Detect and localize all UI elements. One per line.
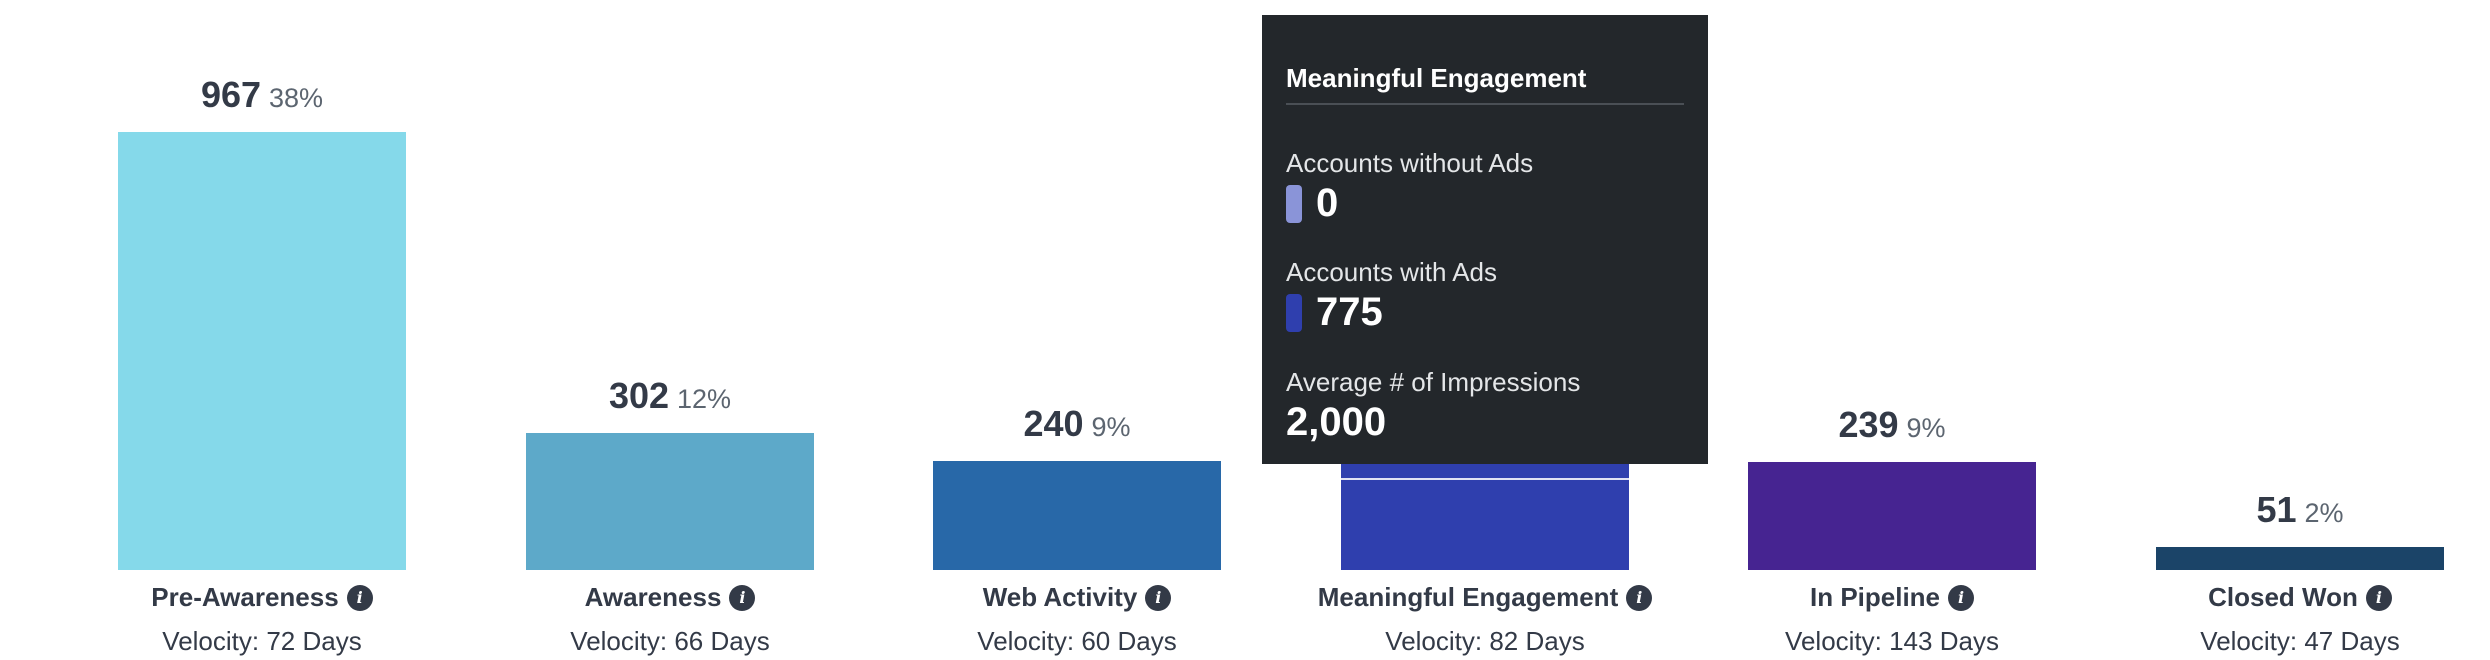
category-label: Awareness i bbox=[470, 582, 870, 613]
tooltip-value-with-ads-text: 775 bbox=[1316, 290, 1383, 334]
info-icon[interactable]: i bbox=[346, 584, 373, 611]
tooltip-value-with-ads: 775 bbox=[1286, 290, 1383, 335]
value-percent: 12% bbox=[677, 384, 732, 414]
tooltip-label-impressions: Average # of Impressions bbox=[1286, 367, 1581, 397]
bar-awareness[interactable] bbox=[526, 433, 814, 570]
value-number: 239 bbox=[1838, 404, 1899, 445]
velocity-label: Velocity: 143 Days bbox=[1785, 626, 1999, 656]
value-percent: 9% bbox=[1091, 412, 1131, 442]
category-label: Web Activity i bbox=[877, 582, 1277, 613]
value-percent: 9% bbox=[1906, 413, 1946, 443]
category-label-text: Awareness bbox=[584, 582, 722, 612]
category-label: Pre-Awareness i bbox=[62, 582, 462, 613]
category-label: In Pipeline i bbox=[1692, 582, 2092, 613]
velocity-label: Velocity: 72 Days bbox=[162, 626, 362, 656]
value-label: 967 38% bbox=[112, 74, 412, 116]
bar-pre-awareness[interactable] bbox=[118, 132, 406, 570]
velocity-label: Velocity: 66 Days bbox=[570, 626, 770, 656]
swatch-with-ads-icon bbox=[1286, 293, 1302, 332]
category-label-text: Pre-Awareness bbox=[151, 582, 339, 612]
tooltip-title: Meaningful Engagement bbox=[1286, 63, 1587, 93]
value-label: 51 2% bbox=[2150, 489, 2450, 531]
value-percent: 2% bbox=[2304, 498, 2344, 528]
value-number: 967 bbox=[200, 74, 262, 115]
velocity-label: Velocity: 60 Days bbox=[977, 626, 1177, 656]
swatch-without-ads-icon bbox=[1286, 184, 1302, 223]
bar-closed-won[interactable] bbox=[2156, 547, 2444, 570]
value-number: 240 bbox=[1023, 403, 1084, 444]
info-icon[interactable]: i bbox=[1626, 584, 1653, 611]
tooltip-divider bbox=[1286, 103, 1684, 105]
value-number: 51 bbox=[2256, 489, 2297, 530]
tooltip-value-without-ads-text: 0 bbox=[1316, 181, 1339, 225]
value-number: 302 bbox=[608, 375, 670, 416]
info-icon[interactable]: i bbox=[1145, 584, 1172, 611]
tooltip-label-without-ads: Accounts without Ads bbox=[1286, 148, 1534, 178]
tooltip-label-with-ads: Accounts with Ads bbox=[1286, 257, 1497, 287]
tooltip-value-impressions: 2,000 bbox=[1286, 400, 1387, 444]
tooltip-value-without-ads: 0 bbox=[1286, 181, 1338, 226]
category-label: Meaningful Engagement i bbox=[1285, 582, 1685, 613]
bar-web-activity[interactable] bbox=[933, 461, 1221, 570]
info-icon[interactable]: i bbox=[1948, 584, 1975, 611]
value-label: 302 12% bbox=[520, 375, 820, 417]
value-label: 240 9% bbox=[927, 403, 1227, 445]
category-label-text: Web Activity bbox=[982, 582, 1138, 612]
value-percent: 38% bbox=[269, 83, 324, 113]
tooltip-meaningful-engagement: Meaningful Engagement Accounts without A… bbox=[1262, 15, 1708, 464]
info-icon[interactable]: i bbox=[2365, 584, 2392, 611]
velocity-label: Velocity: 47 Days bbox=[2200, 626, 2400, 656]
category-label-text: Meaningful Engagement bbox=[1317, 582, 1619, 612]
bar-segment-divider bbox=[1341, 478, 1629, 480]
category-label: Closed Won i bbox=[2100, 582, 2490, 613]
category-label-text: Closed Won bbox=[2208, 582, 2358, 612]
bar-in-pipeline[interactable] bbox=[1748, 462, 2036, 570]
category-label-text: In Pipeline bbox=[1809, 582, 1941, 612]
info-icon[interactable]: i bbox=[729, 584, 756, 611]
value-label: 239 9% bbox=[1742, 404, 2042, 446]
velocity-label: Velocity: 82 Days bbox=[1385, 626, 1585, 656]
